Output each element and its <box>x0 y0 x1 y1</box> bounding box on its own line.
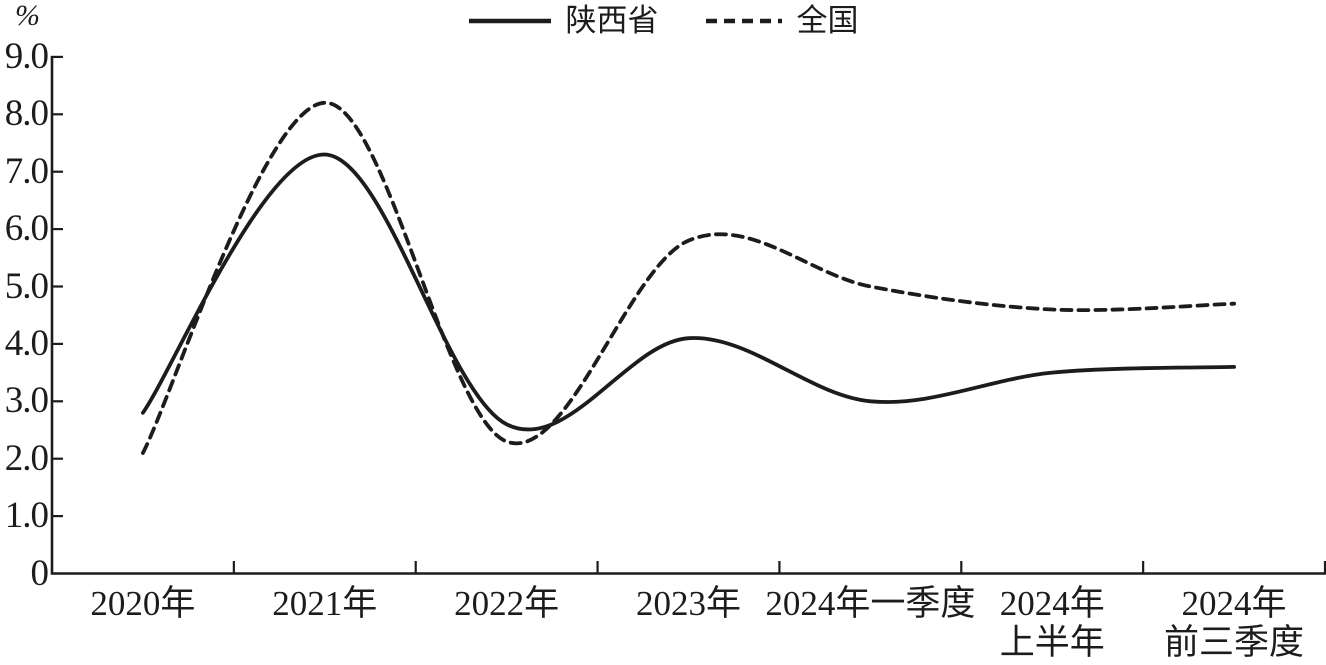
x-axis-category-label: 2020年 <box>90 584 196 623</box>
y-axis-tick-label: 3.0 <box>4 380 49 422</box>
legend: 陕西省 全国 <box>0 2 1326 40</box>
y-axis-tick-label: 2.0 <box>4 437 49 479</box>
dashed-line-sample <box>705 18 782 24</box>
series-line-national <box>141 100 1236 455</box>
y-axis-tick-label: 5.0 <box>4 265 49 307</box>
solid-line-sample <box>468 18 551 24</box>
x-axis-category-label: 2024年 前三季度 <box>1164 584 1305 662</box>
x-axis-category-label: 2023年 <box>635 584 742 623</box>
x-axis-category-label: 2024年 上半年 <box>999 584 1105 662</box>
legend-item-national: 全国 <box>705 2 859 40</box>
y-axis-tick-label: 8.0 <box>4 93 49 135</box>
y-axis-tick-label: 7.0 <box>4 150 49 192</box>
x-axis-category-label: 2022年 <box>454 584 560 623</box>
y-axis-tick-label: 1.0 <box>4 495 49 537</box>
y-axis-unit-label: % <box>15 0 40 32</box>
series-line-shaanxi <box>141 152 1236 432</box>
legend-label-national: 全国 <box>796 3 859 38</box>
x-axis-category-label: 2024年一季度 <box>765 584 976 623</box>
legend-label-shaanxi: 陕西省 <box>565 3 659 38</box>
y-axis-tick-label: 4.0 <box>4 322 49 364</box>
y-axis-tick-label: 6.0 <box>4 208 49 250</box>
y-axis-tick-label: 0 <box>30 552 50 594</box>
y-axis-tick-label: 9.0 <box>4 35 49 77</box>
axes <box>50 55 1326 575</box>
x-axis-category-label: 2021年 <box>272 584 378 623</box>
legend-item-shaanxi: 陕西省 <box>468 2 659 40</box>
